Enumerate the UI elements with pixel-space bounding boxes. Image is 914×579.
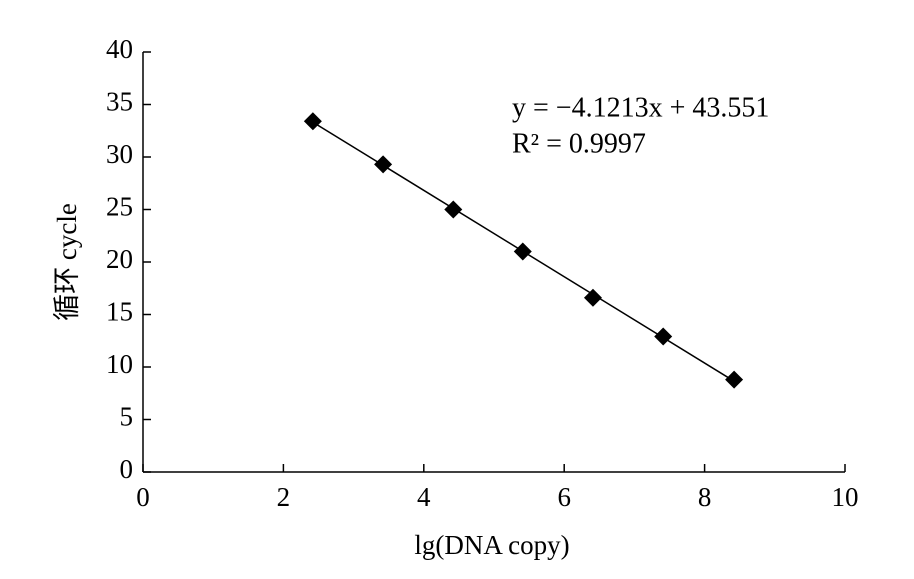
y-tick-label: 30 — [106, 139, 133, 169]
x-tick-label: 0 — [136, 482, 150, 512]
y-tick-label: 40 — [106, 34, 133, 64]
y-tick-label: 25 — [106, 192, 133, 222]
x-tick-label: 6 — [557, 482, 571, 512]
y-tick-label: 0 — [120, 454, 134, 484]
x-tick-label: 8 — [698, 482, 712, 512]
r-squared: R² = 0.9997 — [512, 128, 646, 159]
marker — [374, 155, 393, 174]
x-axis-label: lg(DNA copy) — [414, 530, 569, 560]
marker — [444, 200, 463, 219]
y-tick-label: 5 — [120, 402, 134, 432]
y-tick-label: 35 — [106, 87, 133, 117]
marker — [303, 112, 322, 131]
marker — [654, 327, 673, 346]
marker — [725, 370, 744, 389]
x-tick-label: 10 — [832, 482, 859, 512]
x-tick-label: 4 — [417, 482, 431, 512]
y-tick-label: 15 — [106, 297, 133, 327]
x-tick-label: 2 — [277, 482, 291, 512]
equation: y = −4.1213x + 43.551 — [512, 92, 769, 123]
y-tick-label: 10 — [106, 349, 133, 379]
y-tick-label: 20 — [106, 244, 133, 274]
marker — [513, 242, 532, 261]
marker — [583, 288, 602, 307]
y-axis-label: 循环 cycle — [52, 203, 82, 321]
